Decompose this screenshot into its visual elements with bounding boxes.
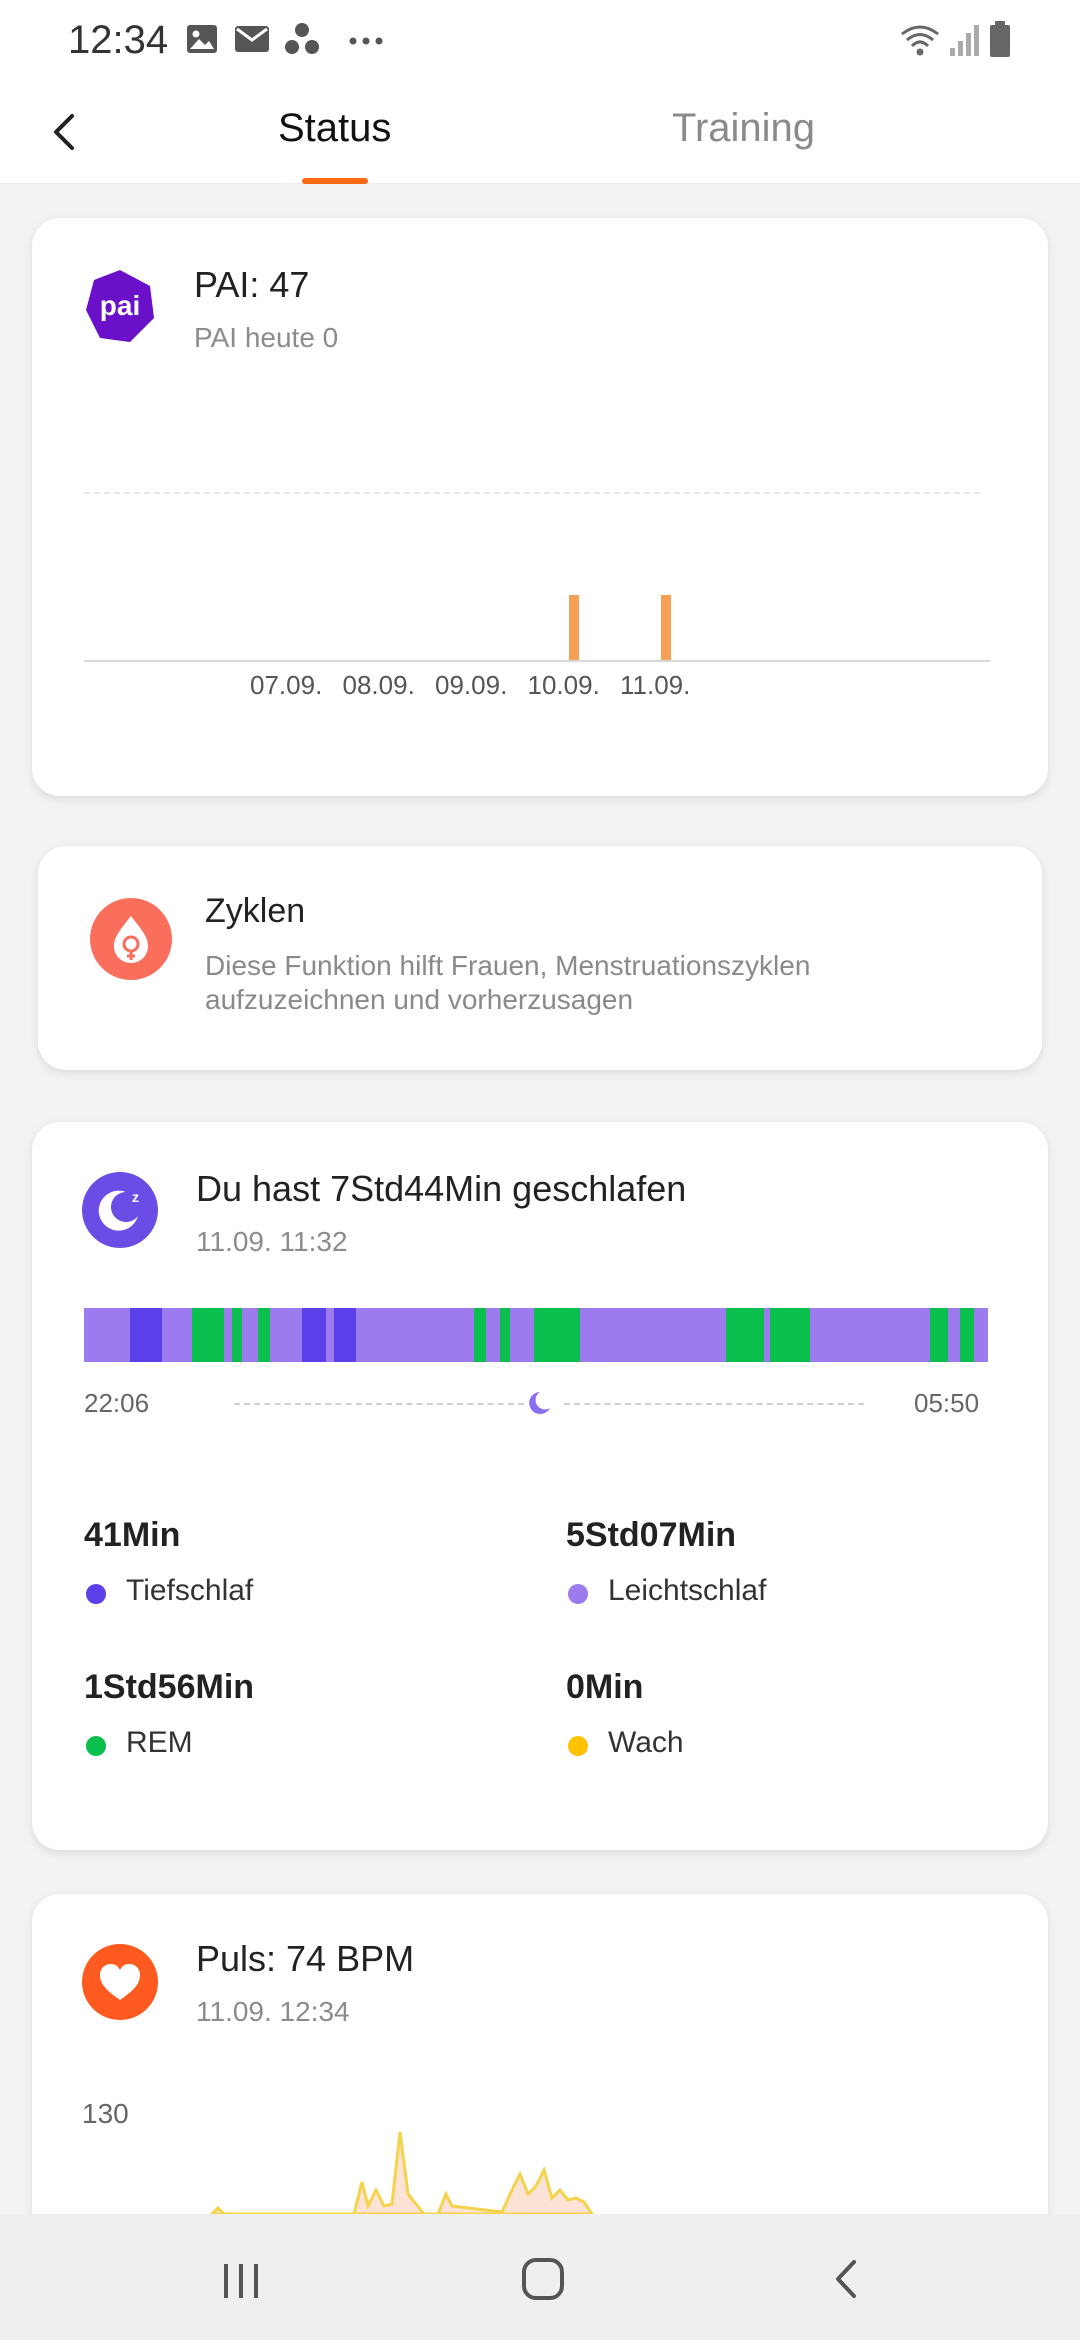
pai-bar	[661, 595, 671, 660]
status-bar: 12:34	[0, 0, 1080, 80]
app-icon	[285, 23, 319, 54]
recent-apps-icon[interactable]	[206, 2244, 276, 2314]
pai-x-tick-label: 08.09.	[342, 670, 415, 700]
pai-bar-chart: 07.09. 08.09. 09.09. 10.09. 11.09.	[32, 218, 1048, 796]
light-sleep-label: Leichtschlaf	[608, 1574, 767, 1607]
pai-subtitle: PAI heute 0	[194, 322, 339, 353]
sleep-segment-deep	[302, 1308, 326, 1362]
pai-x-tick-label: 11.09.	[620, 670, 691, 700]
rem-sleep-value: 1Std56Min	[84, 1668, 255, 1706]
wifi-icon	[901, 25, 939, 56]
pai-x-tick-label: 07.09.	[250, 670, 323, 700]
pulse-chart	[208, 2131, 595, 2216]
deep-sleep-dot	[86, 1584, 106, 1604]
sleep-segment-rem	[474, 1308, 486, 1362]
tab-training[interactable]: Training	[672, 106, 816, 150]
tab-status[interactable]: Status	[278, 106, 392, 150]
cycles-icon	[90, 898, 172, 980]
moon-icon	[529, 1392, 550, 1414]
cycles-card[interactable]: Zyklen Diese Funktion hilft Frauen, Mens…	[38, 846, 1042, 1070]
battery-icon	[990, 21, 1010, 57]
sleep-subtitle: 11.09. 11:32	[196, 1226, 348, 1257]
pai-logo-text: pai	[100, 290, 140, 321]
sleep-segment-rem	[500, 1308, 510, 1362]
rem-sleep-dot	[86, 1736, 106, 1756]
sleep-segment-rem	[258, 1308, 270, 1362]
pai-x-tick-label: 09.09.	[435, 670, 508, 700]
sleep-segment-rem	[930, 1308, 948, 1362]
light-sleep-value: 5Std07Min	[566, 1516, 737, 1554]
pulse-y-axis-label: 130	[82, 2098, 129, 2129]
status-time: 12:34	[68, 18, 169, 62]
sleep-segment-deep	[130, 1308, 162, 1362]
sleep-title: Du hast 7Std44Min geschlafen	[196, 1168, 687, 1209]
back-icon[interactable]	[812, 2244, 882, 2314]
active-tab-indicator	[302, 178, 368, 184]
female-drop-icon	[114, 916, 148, 963]
signal-icon	[950, 25, 979, 56]
sleep-segment-rem	[726, 1308, 764, 1362]
sleep-segment-rem	[232, 1308, 242, 1362]
sleep-card[interactable]: z Du hast 7Std44Min geschlafen 11.09. 11…	[32, 1122, 1048, 1850]
awake-value: 0Min	[566, 1668, 644, 1706]
svg-text:z: z	[132, 1189, 139, 1205]
image-icon	[187, 25, 217, 53]
rem-sleep-label: REM	[126, 1726, 193, 1759]
sleep-end-time: 05:50	[914, 1388, 980, 1418]
home-icon[interactable]	[508, 2244, 578, 2314]
sleep-segment-deep	[334, 1308, 356, 1362]
sleep-segment-rem	[534, 1308, 580, 1362]
cycles-title: Zyklen	[205, 892, 306, 930]
awake-label: Wach	[608, 1726, 684, 1759]
sleep-phase-bar	[84, 1308, 988, 1362]
back-arrow-icon[interactable]	[36, 102, 96, 162]
deep-sleep-value: 41Min	[84, 1516, 181, 1554]
mail-icon	[235, 26, 269, 52]
pai-logo-icon: pai	[86, 270, 154, 342]
sleep-segment-rem	[192, 1308, 224, 1362]
sleep-moon-icon: z	[82, 1172, 158, 1248]
system-navigation-bar	[0, 2214, 1080, 2340]
more-icon	[349, 37, 383, 45]
sleep-segment-rem	[960, 1308, 974, 1362]
sleep-timeline	[234, 1403, 524, 1405]
app-header: Status Training	[0, 80, 1080, 184]
sleep-segment-rem	[770, 1308, 810, 1362]
light-sleep-dot	[568, 1584, 588, 1604]
heart-icon	[82, 1944, 158, 2020]
pai-card[interactable]: pai PAI: 47 PAI heute 0 07.09. 08.09. 09.0…	[32, 218, 1048, 796]
pai-chart-baseline	[84, 660, 990, 662]
deep-sleep-label: Tiefschlaf	[126, 1574, 254, 1607]
awake-dot	[568, 1736, 588, 1756]
pulse-title: Puls: 74 BPM	[196, 1938, 415, 1979]
pai-chart-gridline	[84, 492, 980, 494]
pai-bar	[568, 595, 579, 660]
pai-x-tick-label: 10.09.	[527, 670, 600, 700]
cycles-description-line2: aufzuzeichnen und vorherzusagen	[205, 984, 634, 1015]
cycles-description-line1: Diese Funktion hilft Frauen, Menstruatio…	[205, 950, 811, 981]
sleep-timeline	[564, 1403, 864, 1405]
pai-title: PAI: 47	[194, 264, 310, 305]
sleep-start-time: 22:06	[84, 1388, 150, 1418]
pulse-subtitle: 11.09. 12:34	[196, 1996, 350, 2027]
